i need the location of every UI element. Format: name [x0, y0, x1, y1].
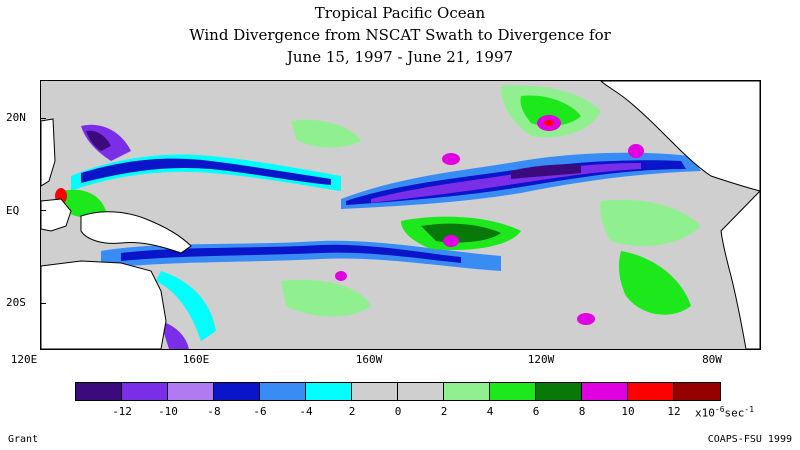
colorbar-swatch	[76, 383, 122, 400]
y-tick-20n	[40, 118, 46, 119]
title-line-2: Wind Divergence from NSCAT Swath to Dive…	[189, 26, 611, 44]
colorbar-swatch	[260, 383, 306, 400]
colorbar-swatch	[490, 383, 536, 400]
title-line-3: June 15, 1997 - June 21, 1997	[286, 48, 514, 66]
australia-land	[41, 260, 167, 349]
south-america-land	[720, 190, 760, 349]
colorbar-swatch	[674, 383, 720, 400]
colorbar-swatch	[352, 383, 398, 400]
x-label-160e: 160E	[182, 353, 210, 366]
x-label-160w: 160W	[355, 353, 383, 366]
colorbar-label: -4	[299, 405, 313, 418]
colorbar-swatch	[628, 383, 674, 400]
y-label-20s: 20S	[6, 296, 26, 309]
x-label-80w: 80W	[702, 353, 722, 366]
colorbar-swatch	[306, 383, 352, 400]
map-field	[41, 81, 760, 349]
positive-patches	[61, 85, 741, 317]
colorbar-swatch	[122, 383, 168, 400]
title-line-1: Tropical Pacific Ocean	[314, 4, 486, 22]
colorbar-label: -10	[158, 405, 178, 418]
y-label-eq: EQ	[6, 204, 20, 217]
colorbar-swatch	[398, 383, 444, 400]
y-tick-eq	[40, 210, 46, 211]
colorbar-label: 4	[486, 405, 494, 418]
colorbar	[75, 382, 721, 401]
colorbar-swatch	[444, 383, 490, 400]
author-label: Grant	[8, 434, 39, 445]
colorbar-label: -12	[112, 405, 132, 418]
colorbar-swatch	[536, 383, 582, 400]
south-band	[101, 240, 501, 349]
philippines-land	[41, 118, 56, 187]
colorbar-swatch	[214, 383, 260, 400]
divergence-map	[40, 80, 761, 350]
central-america-land	[600, 81, 760, 192]
colorbar-label: 6	[532, 405, 540, 418]
y-tick-20s	[40, 303, 46, 304]
new-guinea-land	[80, 211, 192, 254]
colorbar-label: -8	[207, 405, 221, 418]
colorbar-label: 2	[348, 405, 356, 418]
colorbar-label: -6	[253, 405, 267, 418]
land-masses	[41, 81, 760, 349]
colorbar-label: 2	[440, 405, 448, 418]
credit-label: COAPS-FSU 1999	[707, 434, 792, 445]
colorbar-swatch	[168, 383, 214, 400]
y-label-20n: 20N	[6, 111, 26, 124]
x-label-120e: 120E	[10, 353, 38, 366]
north-west-band	[71, 124, 341, 191]
colorbar-swatch	[582, 383, 628, 400]
colorbar-label: 10	[621, 405, 635, 418]
borneo-land	[41, 198, 72, 232]
colorbar-units: x10-6sec-1	[695, 405, 755, 420]
x-label-120w: 120W	[527, 353, 555, 366]
colorbar-label: 12	[667, 405, 681, 418]
colorbar-label: 8	[578, 405, 586, 418]
itcz-band	[341, 152, 701, 209]
colorbar-label: 0	[394, 405, 402, 418]
